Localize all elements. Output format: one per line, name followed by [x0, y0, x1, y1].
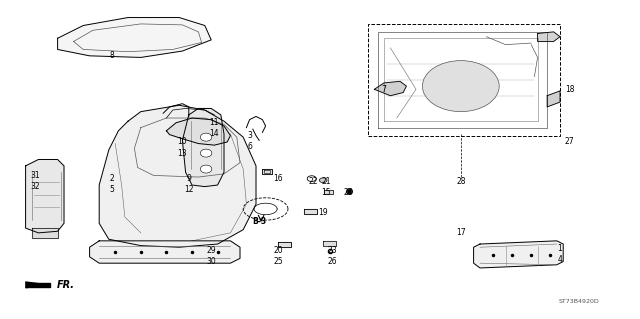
Text: 10: 10	[177, 137, 188, 146]
Polygon shape	[26, 160, 64, 233]
Text: 12: 12	[184, 185, 193, 194]
Text: B-3: B-3	[252, 217, 266, 226]
Polygon shape	[166, 118, 230, 145]
Polygon shape	[323, 241, 336, 246]
Text: 18: 18	[565, 85, 574, 94]
Polygon shape	[26, 283, 50, 287]
Text: 27: 27	[564, 137, 575, 146]
Text: 22: 22	[309, 177, 318, 186]
Polygon shape	[374, 81, 406, 96]
Text: FR.: FR.	[56, 280, 74, 290]
Ellipse shape	[319, 178, 327, 183]
Polygon shape	[26, 282, 48, 288]
Polygon shape	[474, 241, 563, 268]
Text: 6: 6	[247, 142, 252, 151]
Text: 11: 11	[210, 118, 219, 127]
Text: 16: 16	[273, 174, 284, 183]
Text: 26: 26	[328, 257, 338, 266]
Text: 4: 4	[557, 256, 563, 264]
Text: 20: 20	[273, 246, 284, 255]
Polygon shape	[324, 190, 333, 194]
Text: 28: 28	[456, 177, 465, 186]
Text: 9: 9	[186, 174, 191, 183]
Text: 30: 30	[206, 257, 216, 266]
Polygon shape	[182, 108, 224, 187]
Ellipse shape	[200, 149, 212, 157]
Text: 31: 31	[30, 171, 40, 180]
Polygon shape	[278, 242, 291, 247]
Polygon shape	[538, 32, 560, 41]
Text: 17: 17	[456, 228, 466, 237]
Text: 21: 21	[322, 177, 331, 186]
Polygon shape	[90, 241, 240, 263]
Text: 8: 8	[109, 51, 115, 60]
Polygon shape	[99, 105, 256, 247]
Text: 5: 5	[109, 185, 115, 194]
Polygon shape	[58, 18, 211, 57]
Text: 1: 1	[557, 244, 563, 253]
Text: 3: 3	[247, 131, 252, 140]
Ellipse shape	[422, 61, 499, 112]
Polygon shape	[32, 228, 58, 238]
Polygon shape	[18, 282, 24, 287]
Text: 24: 24	[344, 189, 354, 197]
Text: 19: 19	[318, 208, 328, 217]
Polygon shape	[547, 91, 560, 107]
Polygon shape	[304, 209, 317, 214]
Ellipse shape	[200, 165, 212, 173]
Text: 23: 23	[328, 246, 338, 255]
Text: 2: 2	[109, 174, 115, 183]
Text: 13: 13	[177, 149, 188, 158]
Text: 32: 32	[30, 182, 40, 191]
Text: 7: 7	[381, 85, 387, 94]
Text: ST73B4920D: ST73B4920D	[559, 299, 600, 304]
Text: 29: 29	[206, 246, 216, 255]
Text: 25: 25	[273, 257, 284, 266]
Ellipse shape	[200, 133, 212, 141]
Text: 15: 15	[321, 189, 332, 197]
Polygon shape	[262, 169, 272, 174]
Text: 14: 14	[209, 130, 220, 138]
